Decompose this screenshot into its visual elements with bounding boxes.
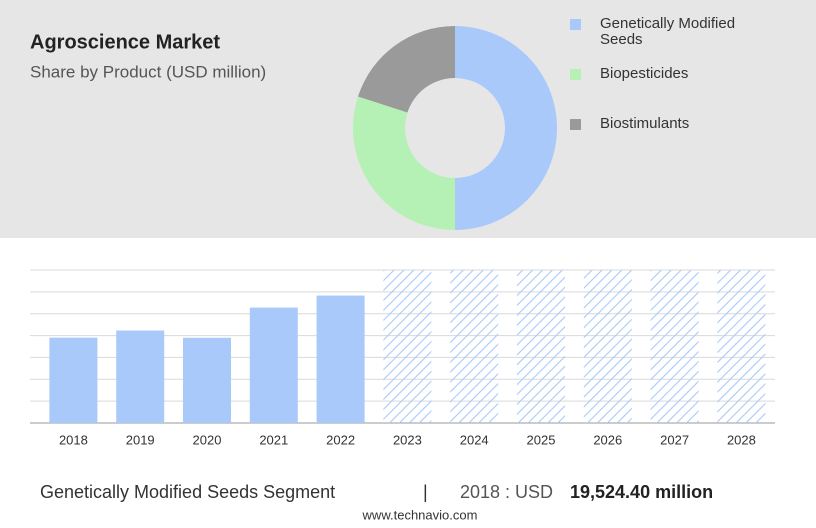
x-tick-label: 2028	[727, 432, 756, 447]
chart-subtitle: Share by Product (USD million)	[30, 62, 266, 81]
x-tick-label: 2019	[126, 432, 155, 447]
legend-label: Biopesticides	[600, 65, 689, 82]
legend-item: Biostimulants	[570, 116, 790, 132]
bar	[183, 337, 231, 423]
forecast-placeholder	[717, 270, 766, 423]
forecast-placeholder	[517, 270, 565, 423]
x-tick-label: 2022	[326, 432, 355, 447]
donut-segment	[357, 26, 455, 113]
forecast-placeholder	[450, 270, 499, 423]
x-tick-label: 2018	[59, 432, 88, 447]
forecast-placeholder	[650, 270, 699, 423]
segment-label: Genetically Modified Seeds Segment	[40, 482, 335, 502]
bar	[49, 337, 98, 423]
donut-segment	[455, 26, 557, 230]
legend-swatch	[570, 19, 581, 30]
x-tick-label: 2021	[259, 432, 288, 447]
x-tick-label: 2026	[593, 432, 622, 447]
legend-swatch	[570, 119, 581, 130]
legend-item: Genetically Modified Seeds	[570, 16, 790, 48]
x-tick-label: 2024	[460, 432, 489, 447]
chart-title: Agroscience Market	[30, 31, 220, 53]
x-tick-label: 2020	[193, 432, 222, 447]
x-tick-label: 2025	[527, 432, 556, 447]
source: www.technavio.com	[362, 507, 478, 522]
bar	[116, 330, 165, 423]
period-label: 2018 : USD	[460, 482, 553, 502]
legend-item: Biopesticides	[570, 66, 790, 82]
bar	[249, 307, 298, 423]
legend-label: Genetically Modified Seeds	[600, 15, 736, 48]
x-tick-label: 2027	[660, 432, 689, 447]
donut-segment	[353, 96, 455, 230]
bar	[316, 295, 365, 423]
x-tick-label: 2023	[393, 432, 422, 447]
legend-swatch	[570, 69, 581, 80]
separator: |	[423, 482, 428, 502]
forecast-placeholder	[383, 270, 432, 423]
forecast-placeholder	[583, 270, 632, 423]
legend-label: Biostimulants	[600, 115, 690, 132]
value-label: 19,524.40 million	[570, 482, 713, 502]
